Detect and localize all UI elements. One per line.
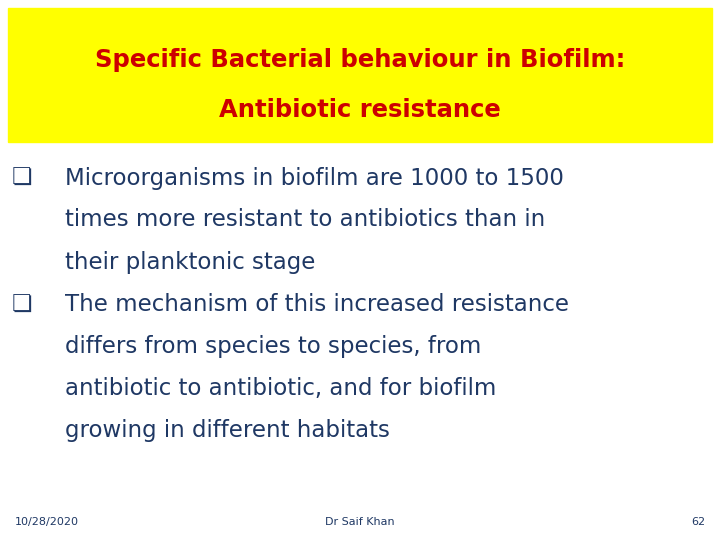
Text: Specific Bacterial behaviour in Biofilm:: Specific Bacterial behaviour in Biofilm:	[95, 48, 625, 72]
Text: 62: 62	[691, 517, 705, 527]
Text: growing in different habitats: growing in different habitats	[65, 420, 390, 442]
Text: times more resistant to antibiotics than in: times more resistant to antibiotics than…	[65, 208, 545, 232]
Text: differs from species to species, from: differs from species to species, from	[65, 335, 482, 359]
Text: Microorganisms in biofilm are 1000 to 1500: Microorganisms in biofilm are 1000 to 15…	[65, 166, 564, 190]
Text: antibiotic to antibiotic, and for biofilm: antibiotic to antibiotic, and for biofil…	[65, 377, 496, 401]
Text: 10/28/2020: 10/28/2020	[15, 517, 79, 527]
Text: Dr Saif Khan: Dr Saif Khan	[325, 517, 395, 527]
Text: their planktonic stage: their planktonic stage	[65, 251, 315, 273]
Text: ❏: ❏	[12, 166, 32, 190]
FancyBboxPatch shape	[8, 8, 712, 142]
Text: The mechanism of this increased resistance: The mechanism of this increased resistan…	[65, 294, 569, 316]
Text: Antibiotic resistance: Antibiotic resistance	[219, 98, 501, 122]
Text: ❏: ❏	[12, 294, 32, 316]
